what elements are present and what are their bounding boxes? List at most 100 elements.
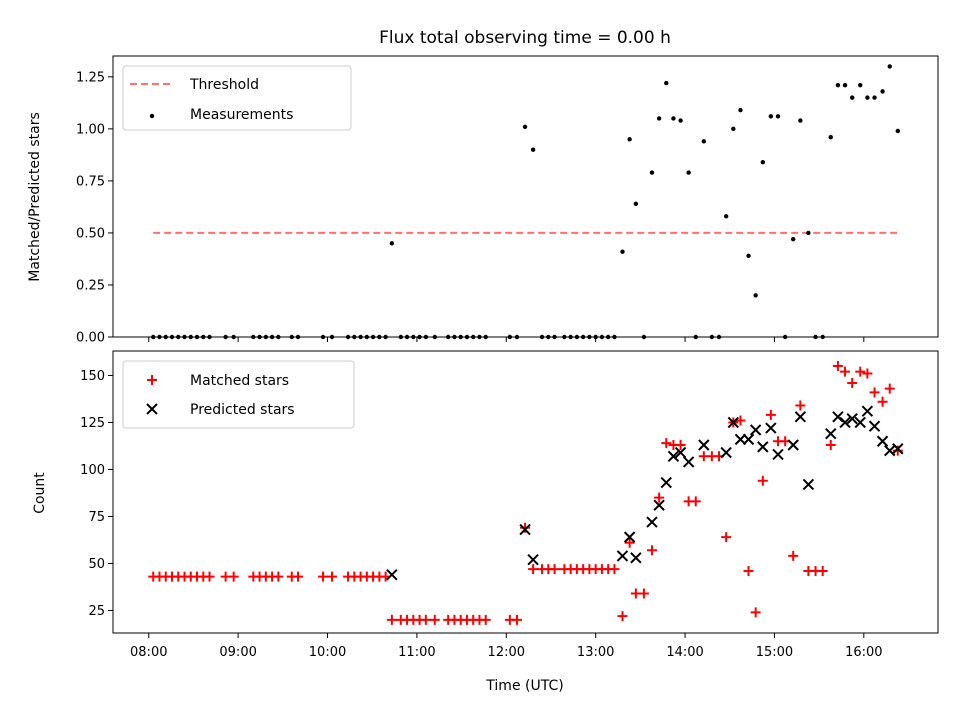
matched-stars-point (817, 565, 828, 576)
bottom-y-tick-label: 75 (88, 510, 105, 525)
bottom-plot-area (148, 361, 904, 625)
top-plot-area (151, 64, 902, 340)
measurements-point (865, 95, 870, 100)
predicted-stars-point (765, 422, 777, 434)
top-y-axis-label: Matched/Predicted stars (27, 112, 43, 282)
matched-stars-point (549, 564, 560, 575)
measurements-point (678, 118, 683, 123)
measurements-point (633, 201, 639, 206)
matched-stars-point (884, 383, 895, 394)
x-tick-label: 15:00 (756, 645, 793, 660)
matched-stars-point (429, 614, 440, 625)
matched-stars-point (743, 565, 754, 576)
measurements-point (895, 128, 900, 134)
matched-stars-point (520, 522, 531, 533)
measurements-point (723, 214, 729, 219)
top-legend: Threshold Measurements (122, 65, 352, 131)
matched-stars-point (654, 492, 665, 503)
matched-stars-point (609, 564, 620, 575)
predicted-stars-point (794, 411, 807, 423)
measurements-legend-swatch (149, 113, 155, 119)
bottom-y-tick-label: 50 (88, 557, 105, 572)
predicted-stars-point (653, 499, 665, 511)
matched-stars-point (646, 545, 657, 556)
top-axes-frame (112, 55, 939, 338)
top-y-tick-label: 1.00 (76, 122, 105, 137)
matched-stars-point (386, 614, 397, 625)
bottom-y-tick-label: 150 (80, 369, 105, 384)
measurements-point (849, 95, 855, 100)
predicted-stars-point (861, 405, 874, 417)
measurements-legend-label: Measurements (190, 107, 293, 123)
predicted-stars-point (519, 523, 531, 536)
matched-stars-point (690, 496, 701, 507)
predicted-stars-point (630, 552, 642, 564)
measurements-point (858, 82, 863, 88)
predicted-stars-point (868, 420, 881, 432)
matched-stars-point (624, 537, 635, 548)
threshold-legend-label: Threshold (189, 77, 259, 93)
matched-stars-point (892, 445, 903, 456)
predicted-stars-point (876, 435, 889, 447)
predicted-stars-point (616, 550, 629, 562)
bottom-y-tick-label: 25 (88, 604, 105, 619)
matched-stars-point (721, 532, 732, 543)
top-y-tick-label: 0.00 (76, 331, 105, 346)
matched-stars-point (228, 571, 239, 582)
matched-stars-point (855, 366, 866, 377)
top-legend-box (122, 65, 352, 131)
top-y-tick-label: 0.25 (76, 278, 105, 293)
matched-stars-point (480, 614, 491, 625)
measurements-point (746, 253, 751, 259)
matched-stars-point (273, 571, 284, 582)
matched-stars-point (661, 438, 672, 449)
x-tick-label: 13:00 (577, 645, 614, 660)
matched-stars-point (840, 366, 851, 377)
matched-stars-point (765, 409, 776, 420)
predicted-stars-point (527, 553, 539, 566)
predicted-stars-point (787, 439, 799, 451)
predicted-stars-point (839, 416, 851, 429)
top-y-tick-label: 0.50 (76, 226, 105, 241)
top-y-tick-label: 1.25 (76, 70, 105, 85)
predicted-stars-point (623, 531, 636, 543)
x-axis-label: Time (UTC) (485, 678, 563, 694)
matched-stars-point (795, 400, 806, 411)
matched-stars-point (750, 607, 761, 618)
measurements-point (835, 82, 841, 88)
measurements-point (798, 118, 803, 123)
top-ticks: 0.00 0.25 0.50 0.75 1.00 1.25 (76, 70, 865, 346)
measurements-point (806, 230, 811, 236)
x-tick-label: 14:00 (666, 645, 703, 660)
x-tick-label: 09:00 (219, 645, 256, 660)
matched-stars-point (788, 550, 799, 561)
measurements-point (656, 116, 662, 121)
matched-stars-point (512, 614, 523, 625)
predicted-stars-point (646, 516, 658, 528)
matched-stars-point (293, 571, 304, 582)
matched-stars-point (877, 396, 888, 407)
predicted-stars-point (698, 439, 710, 451)
measurements-point (686, 170, 691, 175)
matched-stars-point (420, 614, 431, 625)
chart-title: Flux total observing time = 0.00 h (379, 28, 671, 48)
matched-stars-point (825, 440, 836, 450)
measurements-point (842, 82, 848, 88)
predicted-stars-point (749, 424, 762, 436)
bottom-legend: Matched stars Predicted stars (122, 360, 355, 429)
bottom-y-axis-label: Count (32, 472, 48, 514)
count-panel: Count Time (UTC) 25 50 75 100 125 150 08:00 09:… (32, 350, 939, 694)
x-tick-label: 10:00 (309, 645, 346, 660)
matched-stars-point (326, 571, 337, 582)
x-tick-label: 08:00 (130, 645, 167, 660)
measurements-point (760, 159, 766, 165)
measurements-point (627, 137, 632, 142)
predicted-stars-point (682, 456, 695, 468)
x-tick-label: 16:00 (845, 645, 882, 660)
predicted-stars-point (727, 416, 740, 429)
predicted-legend-label: Predicted stars (190, 402, 295, 418)
measurements-point (522, 124, 528, 129)
predicted-stars-point (825, 428, 837, 440)
matched-legend-swatch (147, 375, 157, 385)
